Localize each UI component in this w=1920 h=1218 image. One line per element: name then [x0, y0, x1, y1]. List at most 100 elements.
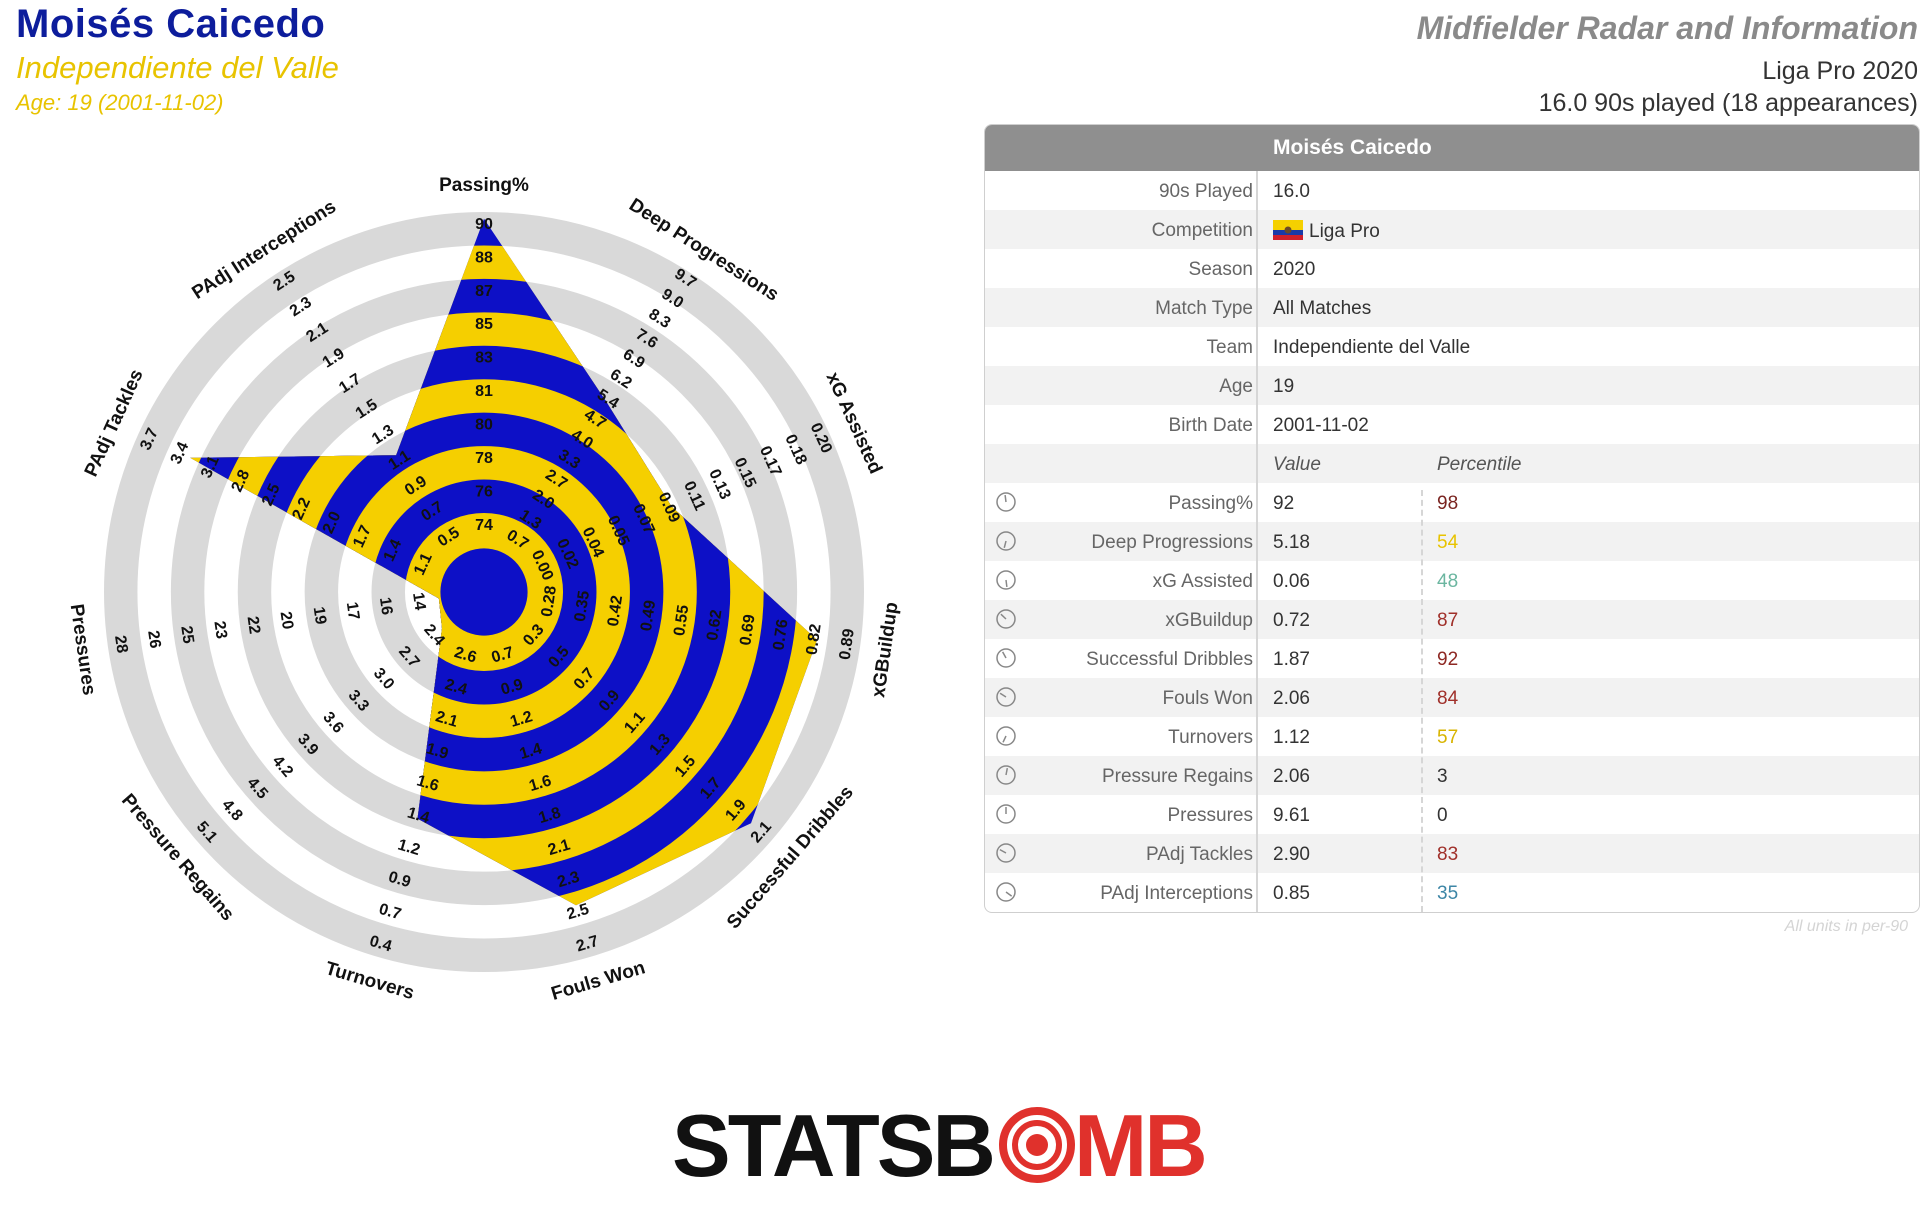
percentile-gauge-icon: [996, 804, 1016, 824]
stat-value: 92: [1273, 493, 1295, 514]
table-header-name: Moisés Caicedo: [1273, 136, 1432, 159]
axis-label: Fouls Won: [549, 957, 648, 1004]
logo-text-left: STATSB: [672, 1096, 993, 1186]
ecuador-flag-icon: [1273, 220, 1303, 240]
tick-label: 14: [409, 591, 428, 611]
stat-percentile: 48: [1437, 571, 1459, 592]
stat-percentile: 83: [1437, 844, 1459, 865]
stat-row: Successful Dribbles 1.87 92: [985, 639, 1919, 678]
tick-label: 80: [475, 417, 493, 434]
tick-label: 0.69: [737, 613, 758, 646]
stat-label: Fouls Won: [1162, 688, 1253, 709]
stat-label: Pressures: [1167, 805, 1253, 826]
tick-label: 1.2: [396, 837, 422, 860]
logo-text-right: MB: [1074, 1096, 1205, 1186]
tick-label: 2.1: [434, 708, 460, 731]
stat-value: 0.06: [1273, 571, 1310, 592]
tick-label: 0.7: [377, 901, 403, 924]
info-rows: 90s Played 16.0 Competition Liga Pro Season 2…: [985, 171, 1919, 444]
axis-label: Passing%: [439, 175, 529, 196]
stat-value: 1.12: [1273, 727, 1310, 748]
competition-name: Liga Pro: [1309, 221, 1380, 242]
stat-value: 9.61: [1273, 805, 1310, 826]
tick-label: 78: [475, 450, 493, 467]
tick-label: 2.1: [546, 837, 572, 860]
info-row-label: 90s Played: [1158, 181, 1253, 202]
info-row: Age 19: [985, 366, 1919, 405]
col-percentile-header: Percentile: [1437, 454, 1522, 475]
tick-label: 1.4: [518, 740, 544, 763]
season-line: Liga Pro 2020: [1762, 57, 1918, 85]
label-divider: [1256, 171, 1258, 912]
played-line: 16.0 90s played (18 appearances): [1538, 89, 1918, 117]
stat-value: 2.90: [1273, 844, 1310, 865]
stat-row: xG Assisted 0.06 48: [985, 561, 1919, 600]
percentile-gauge-icon: [996, 843, 1016, 863]
percentile-gauge-icon: [996, 609, 1016, 629]
tick-label: 19: [310, 606, 329, 626]
tick-label: 17: [343, 601, 362, 621]
tick-label: 76: [475, 483, 493, 500]
stat-label: xG Assisted: [1152, 571, 1253, 592]
info-row: Birth Date 2001-11-02: [985, 405, 1919, 444]
stat-value: 2.06: [1273, 688, 1310, 709]
info-row-value: 2020: [1273, 259, 1316, 280]
info-row-value: 16.0: [1273, 181, 1310, 202]
radar-chart: 74767880818385878890Passing%0.71.32.02.7…: [66, 175, 903, 1005]
tick-label: 0.49: [638, 599, 659, 632]
percentile-gauge-icon: [996, 687, 1016, 707]
chart-title: Midfielder Radar and Information: [1416, 10, 1918, 46]
tick-label: 2.5: [565, 901, 591, 924]
tick-label: 3.4: [168, 439, 193, 466]
tick-label: 16: [376, 596, 395, 616]
stat-rows: Passing% 92 98 Deep Progressions 5.18 54 xG As…: [985, 483, 1919, 912]
stat-label: PAdj Tackles: [1145, 844, 1253, 865]
tick-label: 0.42: [605, 594, 626, 627]
stat-percentile: 57: [1437, 727, 1459, 748]
tick-label: 1.9: [424, 740, 450, 763]
stat-label: Successful Dribbles: [1086, 649, 1253, 670]
center-disc: [440, 548, 528, 636]
percentile-gauge-icon: [996, 648, 1016, 668]
tick-label: 2.4: [443, 676, 469, 699]
tick-label: 1.6: [527, 772, 553, 795]
stat-value: 1.87: [1273, 649, 1310, 670]
table-header: Moisés Caicedo: [985, 125, 1919, 171]
player-name: Moisés Caicedo: [16, 2, 326, 46]
tick-label: 85: [475, 316, 493, 333]
stat-label: PAdj Interceptions: [1100, 883, 1253, 904]
stat-value: 0.85: [1273, 883, 1310, 904]
tick-label: 25: [177, 625, 196, 645]
tick-label: 26: [144, 629, 163, 649]
value-divider: [1421, 490, 1423, 912]
axis-label: xGBuildup: [868, 601, 902, 699]
percentile-gauge-icon: [996, 726, 1016, 746]
stat-label: Passing%: [1168, 493, 1254, 514]
stat-label: Turnovers: [1168, 727, 1253, 748]
info-table: Moisés Caicedo 90s Played 16.0 Competition…: [984, 124, 1920, 913]
info-row-value: 2001-11-02: [1273, 415, 1369, 436]
stat-row: Pressures 9.61 0: [985, 795, 1919, 834]
tick-label: 0.4: [368, 933, 394, 956]
info-row-label: Season: [1188, 259, 1253, 280]
info-row-label: Match Type: [1155, 298, 1253, 319]
info-row: Competition Liga Pro: [985, 210, 1919, 249]
info-row-label: Birth Date: [1168, 415, 1253, 436]
tick-label: 90: [475, 216, 493, 233]
tick-label: 1.4: [405, 805, 431, 828]
tick-label: 2.7: [574, 933, 600, 956]
info-row-value: Liga Pro: [1273, 220, 1380, 243]
info-row-value: All Matches: [1273, 298, 1372, 319]
info-row: 90s Played 16.0: [985, 171, 1919, 210]
info-row-value: 19: [1273, 376, 1295, 397]
stat-row: xGBuildup 0.72 87: [985, 600, 1919, 639]
tick-label: 87: [475, 283, 493, 300]
percentile-gauge-icon: [996, 492, 1016, 512]
age-line: Age: 19 (2001-11-02): [16, 90, 224, 115]
tick-label: 0.35: [572, 589, 593, 622]
percentile-gauge-icon: [996, 531, 1016, 551]
stat-value: 5.18: [1273, 532, 1310, 553]
tick-label: 1.8: [537, 805, 563, 828]
column-header-row: Value Percentile: [985, 444, 1919, 483]
tick-label: 22: [243, 615, 262, 635]
